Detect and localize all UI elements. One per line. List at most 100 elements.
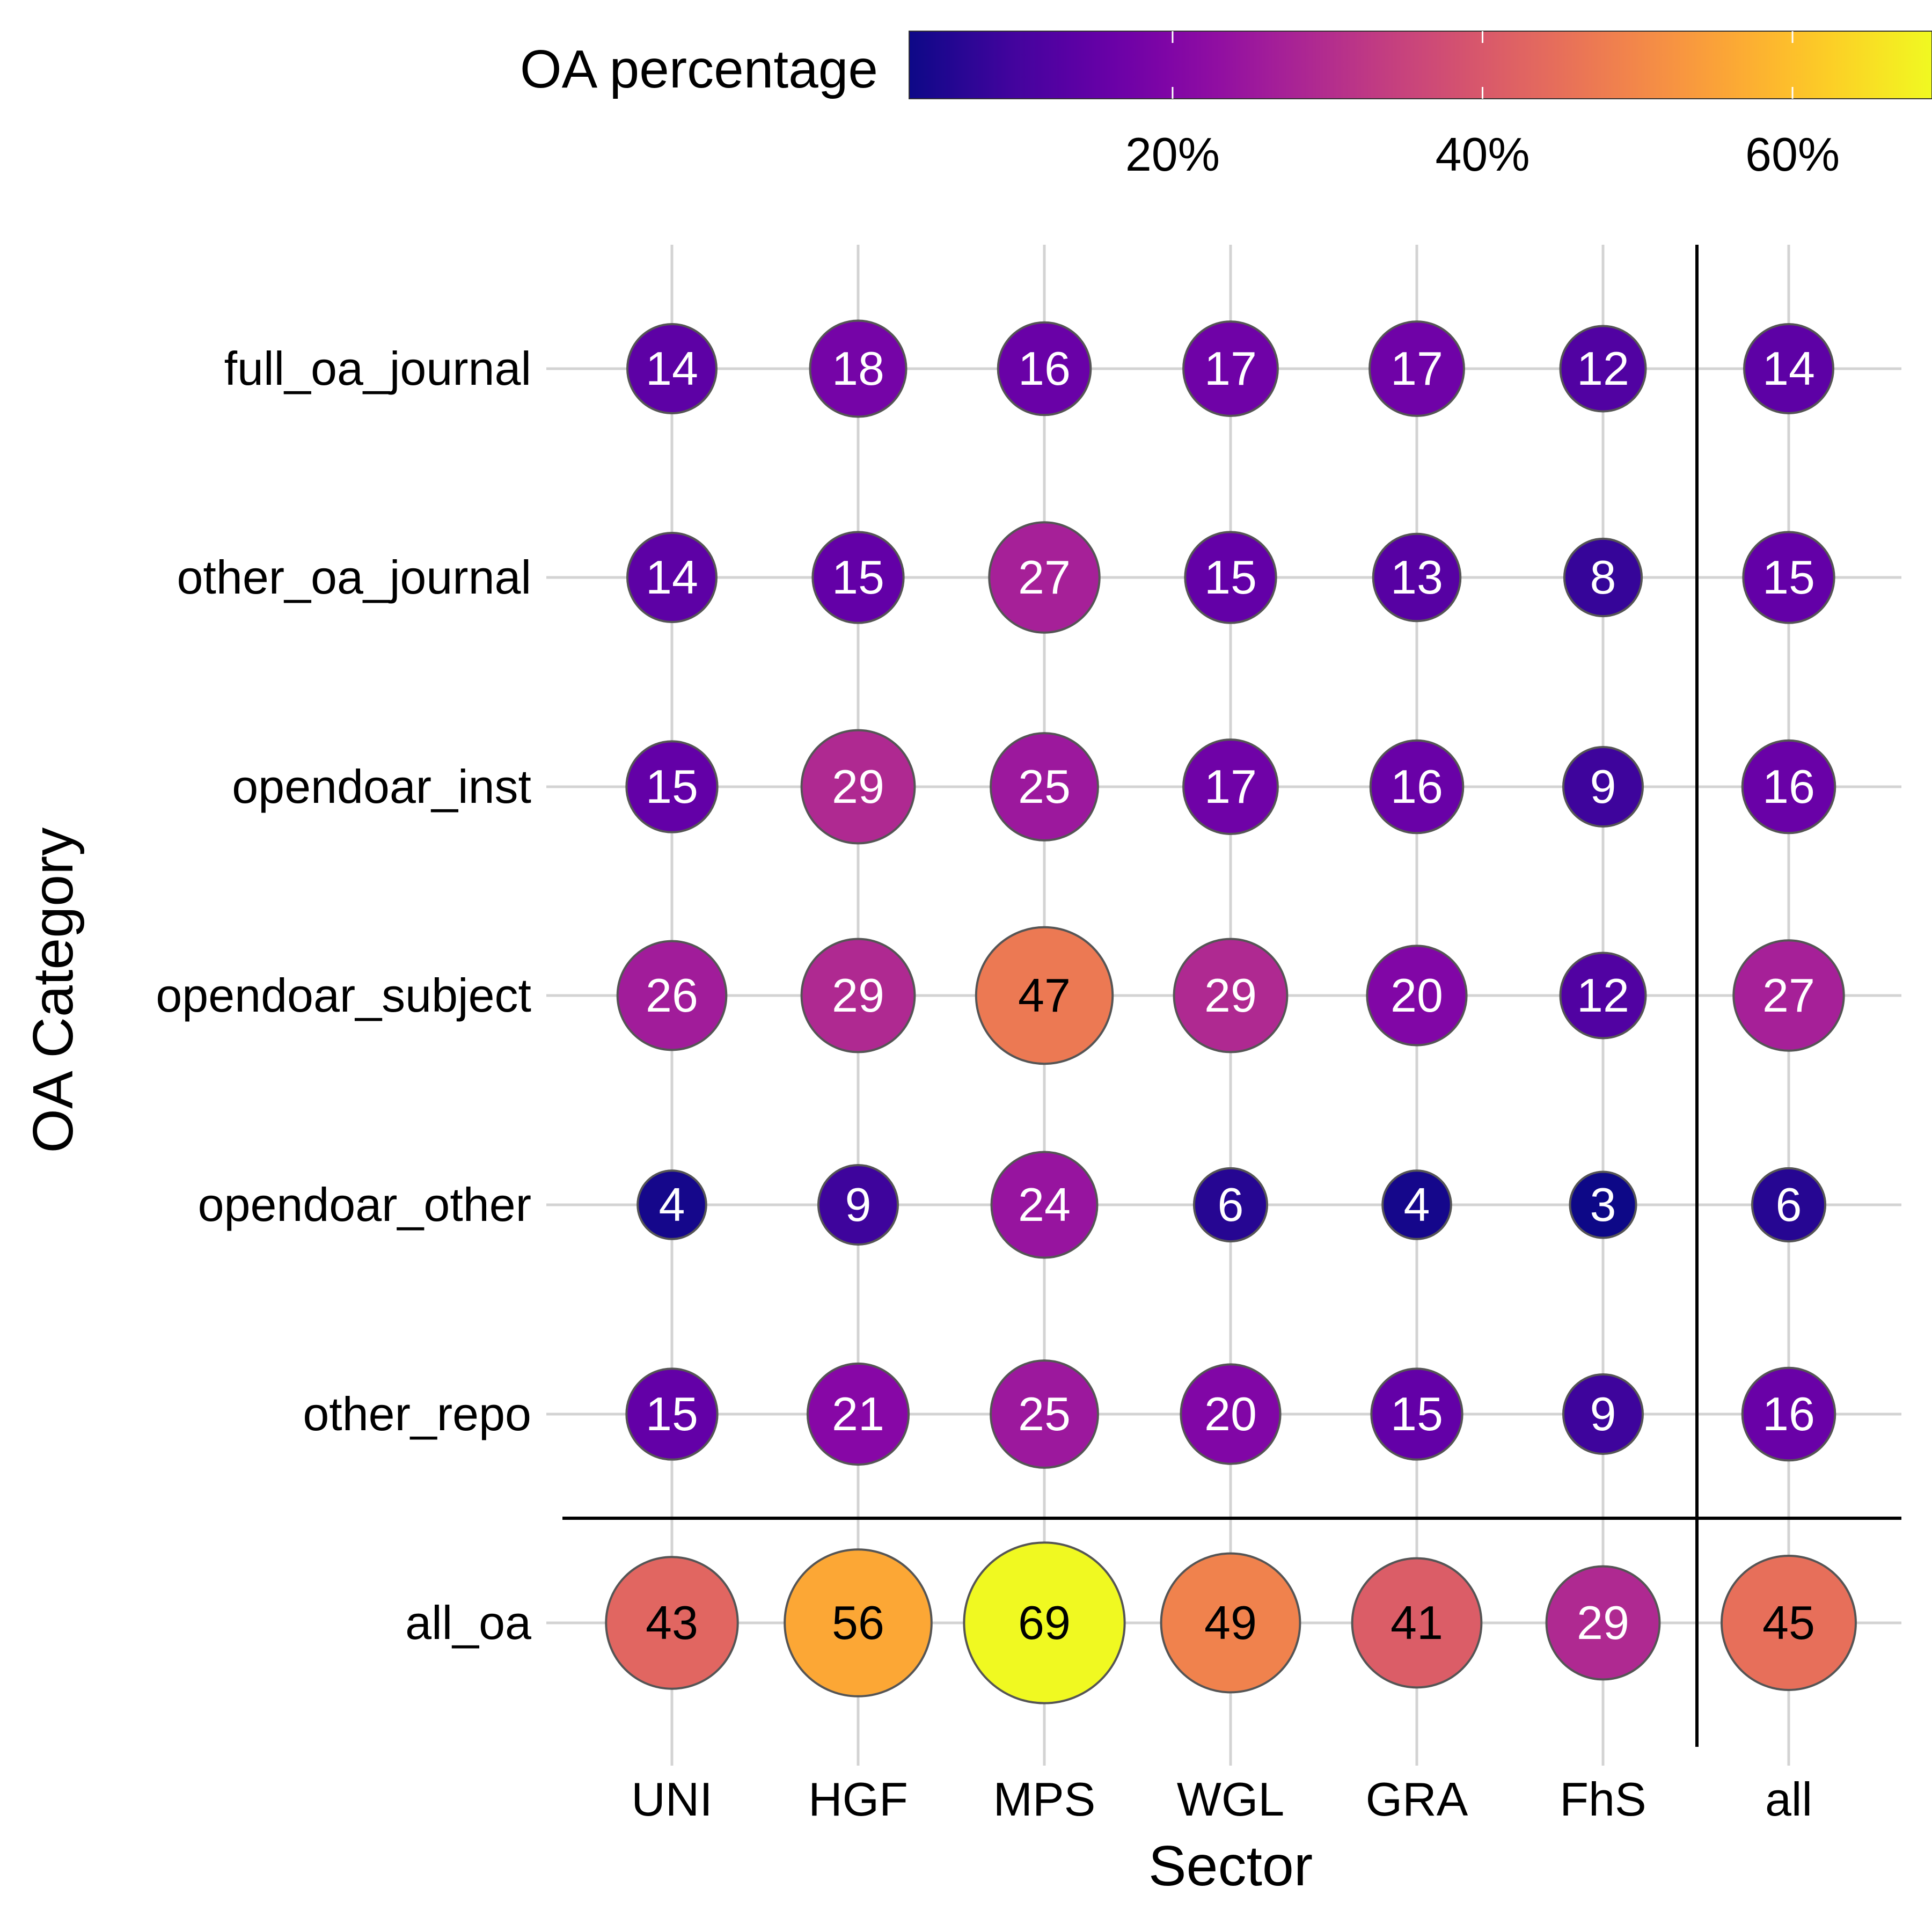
data-point: 13 — [1372, 532, 1462, 623]
data-label: 41 — [1391, 1596, 1443, 1649]
data-point: 9 — [817, 1163, 899, 1246]
data-point: 24 — [990, 1151, 1099, 1259]
data-label: 25 — [1018, 1387, 1071, 1440]
x-tick-label: MPS — [993, 1773, 1096, 1826]
data-point-circle — [1184, 531, 1277, 624]
colorbar — [909, 31, 1932, 99]
data-point: 4 — [636, 1169, 707, 1240]
data-point-circle — [1369, 739, 1465, 835]
data-point-circle — [784, 1548, 933, 1697]
data-point: 17 — [1368, 320, 1465, 417]
data-point-circle — [1559, 325, 1647, 413]
colorbar-legend: OA percentage 20% 40% 60% — [520, 31, 1932, 181]
data-label: 6 — [1776, 1178, 1802, 1231]
y-tick-label: all_oa — [405, 1596, 531, 1649]
data-point-circle — [1732, 939, 1845, 1052]
data-point-circle — [1741, 1366, 1836, 1462]
data-point-circle — [1743, 323, 1834, 414]
data-point: 20 — [1180, 1363, 1282, 1465]
data-point-circle — [626, 532, 718, 623]
data-point: 27 — [988, 521, 1101, 634]
data-point-circle — [1192, 1167, 1269, 1243]
data-point: 29 — [1173, 938, 1289, 1053]
data-point: 16 — [1369, 739, 1465, 835]
data-point: 16 — [1741, 739, 1836, 835]
data-point-circle — [1751, 1167, 1827, 1243]
data-point: 25 — [990, 1359, 1099, 1469]
data-label: 12 — [1577, 342, 1629, 395]
data-point: 16 — [1741, 1366, 1836, 1462]
y-tick-label: opendoar_inst — [232, 760, 531, 813]
colorbar-tick-label: 20% — [1125, 128, 1220, 181]
data-point-circle — [1381, 1169, 1452, 1240]
data-label: 21 — [832, 1387, 884, 1440]
data-point: 20 — [1366, 945, 1468, 1046]
data-label: 45 — [1762, 1596, 1815, 1649]
x-tick-label: FhS — [1560, 1773, 1646, 1826]
data-label: 15 — [1762, 551, 1815, 604]
data-point: 69 — [963, 1541, 1126, 1704]
data-point-circle — [1562, 745, 1644, 828]
data-point-circle — [1182, 320, 1279, 417]
data-point: 16 — [997, 321, 1092, 416]
data-point-circle — [963, 1541, 1126, 1704]
data-point: 17 — [1182, 738, 1279, 835]
data-label: 16 — [1762, 760, 1815, 813]
data-point: 12 — [1559, 952, 1647, 1040]
data-point: 15 — [1370, 1367, 1463, 1461]
data-points: 14 18 16 17 17 12 14 14 15 27 15 13 8 15 15 29 25 17 16 9 16… — [605, 319, 1857, 1704]
y-axis-title: OA Category — [21, 828, 85, 1153]
data-point-circle — [1562, 1373, 1644, 1455]
data-point-circle — [1721, 1555, 1857, 1691]
data-label: 9 — [845, 1178, 872, 1231]
data-point: 15 — [811, 531, 905, 624]
data-label: 9 — [1590, 1387, 1616, 1440]
data-point: 17 — [1182, 320, 1279, 417]
x-tick-label: UNI — [631, 1773, 713, 1826]
data-point-circle — [1742, 531, 1835, 624]
data-label: 8 — [1590, 551, 1616, 604]
data-point-circle — [1741, 739, 1836, 835]
data-point: 15 — [1742, 531, 1835, 624]
data-label: 4 — [659, 1178, 685, 1231]
data-label: 29 — [832, 760, 884, 813]
data-label: 4 — [1404, 1178, 1430, 1231]
colorbar-tick-label: 60% — [1745, 128, 1840, 181]
data-label: 16 — [1391, 760, 1443, 813]
data-label: 17 — [1391, 342, 1443, 395]
x-axis-tick-labels: UNI HGF MPS WGL GRA FhS all — [631, 1773, 1812, 1826]
x-tick-label: GRA — [1366, 1773, 1468, 1826]
y-axis-tick-labels: full_oa_journal other_oa_journal opendoar_… — [156, 342, 531, 1649]
data-point: 25 — [990, 732, 1099, 841]
legend-title: OA percentage — [520, 39, 878, 99]
data-point-circle — [806, 1362, 910, 1466]
data-label: 43 — [646, 1596, 698, 1649]
y-tick-label: other_oa_journal — [177, 551, 531, 604]
data-point: 14 — [1743, 323, 1834, 414]
data-point: 9 — [1562, 745, 1644, 828]
data-point-circle — [626, 323, 718, 414]
data-point: 29 — [800, 729, 916, 845]
data-label: 56 — [832, 1596, 884, 1649]
data-label: 20 — [1391, 969, 1443, 1022]
data-point: 6 — [1751, 1167, 1827, 1243]
data-label: 12 — [1577, 969, 1629, 1022]
data-point-circle — [990, 732, 1099, 841]
data-label: 14 — [646, 551, 698, 604]
data-point-circle — [997, 321, 1092, 416]
data-point-circle — [1366, 945, 1468, 1046]
colorbar-ticks: 20% 40% 60% — [1125, 31, 1840, 181]
data-point: 15 — [625, 740, 719, 833]
data-label: 9 — [1590, 760, 1616, 813]
data-point-circle — [1351, 1557, 1483, 1689]
data-point-circle — [1545, 1565, 1661, 1681]
data-point: 45 — [1721, 1555, 1857, 1691]
data-label: 15 — [646, 760, 698, 813]
data-point-circle — [1372, 532, 1462, 623]
data-point: 15 — [625, 1367, 719, 1461]
data-point-circle — [990, 1359, 1099, 1469]
data-point-circle — [1182, 738, 1279, 835]
data-point-circle — [800, 729, 916, 845]
y-tick-label: full_oa_journal — [224, 342, 531, 395]
